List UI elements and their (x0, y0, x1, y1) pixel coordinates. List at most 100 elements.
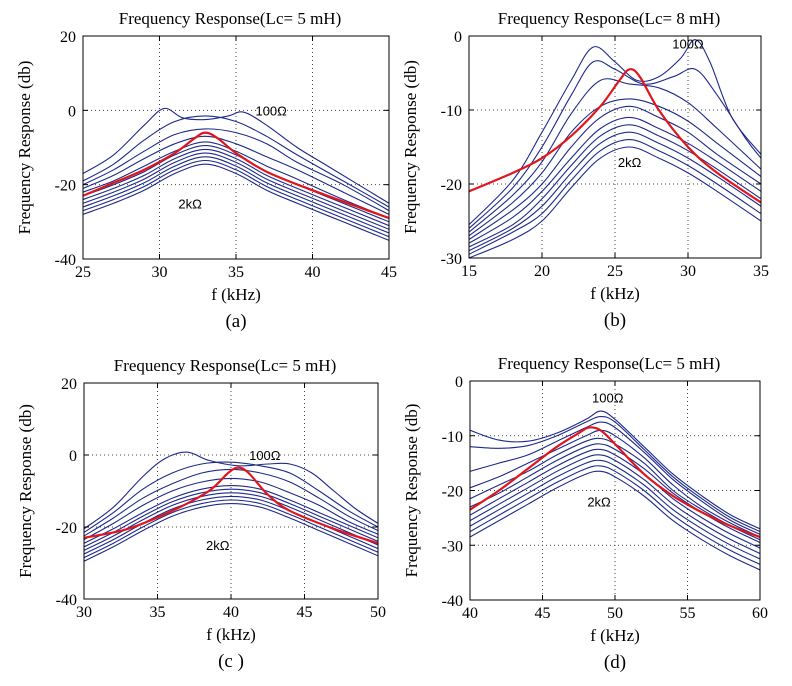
y-tick-label: -30 (441, 251, 462, 268)
x-tick-label: 50 (370, 604, 386, 621)
annotation-label: 100Ω (255, 103, 287, 118)
series-line-highlight (83, 131, 389, 220)
y-tick-label: 0 (454, 29, 462, 46)
annotation-label: 2kΩ (587, 494, 611, 509)
series-line-11 (470, 470, 760, 571)
series-line-10 (469, 146, 761, 258)
chart-panel-3: 30 35 40 45 50 -40 -20 0 20 Frequency Response(Lc… (16, 356, 386, 672)
series-line-6 (84, 488, 378, 548)
x-tick-label: 30 (680, 263, 696, 280)
series-line-7 (470, 448, 760, 549)
series-group (469, 39, 761, 258)
series-line-3 (470, 421, 760, 535)
series-line-highlight (84, 466, 378, 545)
x-axis-label: f (kHz) (590, 626, 640, 645)
series-line-7 (84, 492, 378, 551)
x-tick-label: 35 (150, 604, 166, 621)
x-tick-label: 40 (223, 604, 239, 621)
chart-title: Frequency Response(Lc= 5 mH) (114, 356, 337, 375)
chart-panel-4: 40 45 50 55 60 -40 -30 -20 -10 0 Frequency Respons… (402, 354, 768, 673)
plot-frame (82, 35, 390, 260)
series-line-5 (470, 437, 760, 541)
y-tick-label: 20 (61, 376, 77, 393)
series-line-7 (83, 148, 389, 227)
series-line-10 (83, 159, 389, 238)
y-tick-label: -10 (441, 103, 462, 120)
x-axis-label: f (kHz) (590, 284, 640, 303)
x-tick-label: 35 (753, 263, 769, 280)
series-line-10 (470, 465, 760, 565)
y-tick-label: 20 (60, 29, 76, 46)
series-line-8 (83, 152, 389, 230)
series-line-8 (470, 454, 760, 554)
series-line-8 (469, 131, 761, 252)
series-group (470, 410, 760, 571)
x-tick-label: 60 (752, 605, 768, 622)
chart-panel-2: 15 20 25 30 35 -30 -20 -10 0 Frequency Response(L… (401, 9, 769, 331)
x-tick-label: 35 (228, 264, 244, 281)
series-line-5 (469, 105, 761, 240)
series-line-9 (470, 459, 760, 560)
series-line-2 (83, 115, 389, 208)
series-group (84, 451, 378, 562)
x-axis-label: f (kHz) (211, 285, 261, 304)
series-line-4 (470, 429, 760, 538)
x-tick-label: 25 (75, 264, 91, 281)
panel-caption: (c ) (218, 651, 244, 672)
series-line-5 (84, 485, 378, 544)
series-line-9 (83, 156, 389, 234)
x-tick-label: 55 (680, 605, 696, 622)
x-tick-label: 45 (535, 605, 551, 622)
chart-title: Frequency Response(Lc= 5 mH) (498, 354, 721, 373)
annotation-label: 100Ω (592, 390, 624, 405)
panel-caption: (a) (225, 311, 246, 332)
series-line-4 (83, 135, 389, 215)
y-tick-label: -40 (56, 592, 77, 609)
series-line-5 (83, 141, 389, 219)
series-line-6 (469, 116, 761, 244)
annotation-label: 2kΩ (618, 155, 642, 170)
panel-caption: (b) (604, 310, 626, 331)
y-axis-label: Frequency Response (db) (16, 404, 35, 578)
series-line-3 (83, 128, 389, 212)
series-line-1 (469, 39, 761, 226)
y-tick-label: -10 (442, 429, 463, 446)
y-tick-label: -20 (442, 484, 463, 501)
y-tick-label: 0 (68, 103, 76, 120)
series-line-9 (84, 499, 378, 559)
series-line-4 (84, 477, 378, 541)
y-tick-label: 0 (69, 448, 77, 465)
series-line-9 (469, 139, 761, 255)
series-line-4 (469, 98, 761, 237)
y-axis-label: Frequency Response (db) (402, 404, 421, 578)
x-tick-label: 40 (305, 264, 321, 281)
x-tick-label: 45 (297, 604, 313, 621)
y-tick-label: -20 (55, 178, 76, 195)
y-tick-label: -30 (442, 538, 463, 555)
y-tick-label: -20 (441, 177, 462, 194)
x-tick-label: 25 (607, 263, 623, 280)
y-axis-label: Frequency Response (db) (15, 61, 34, 235)
chart-title: Frequency Response(Lc= 8 mH) (498, 9, 721, 28)
x-tick-label: 30 (152, 264, 168, 281)
series-line-11 (83, 163, 389, 241)
chart-title: Frequency Response(Lc= 5 mH) (119, 9, 342, 28)
y-tick-label: 0 (455, 374, 463, 391)
series-group (83, 107, 389, 241)
annotation-label: 2kΩ (206, 538, 230, 553)
series-line-3 (469, 78, 761, 233)
x-tick-label: 40 (462, 605, 478, 622)
x-tick-label: 30 (76, 604, 92, 621)
series-line-highlight (470, 426, 760, 539)
series-line-highlight (469, 68, 761, 204)
series-line-8 (84, 495, 378, 555)
series-line-2 (84, 461, 378, 533)
x-axis-label: f (kHz) (206, 625, 256, 644)
series-line-1 (470, 410, 760, 530)
y-tick-label: -20 (56, 520, 77, 537)
panel-caption: (d) (604, 652, 626, 673)
x-tick-label: 20 (534, 263, 550, 280)
annotation-label: 100Ω (249, 448, 281, 463)
annotation-label: 2kΩ (178, 196, 202, 211)
x-tick-label: 50 (607, 605, 623, 622)
